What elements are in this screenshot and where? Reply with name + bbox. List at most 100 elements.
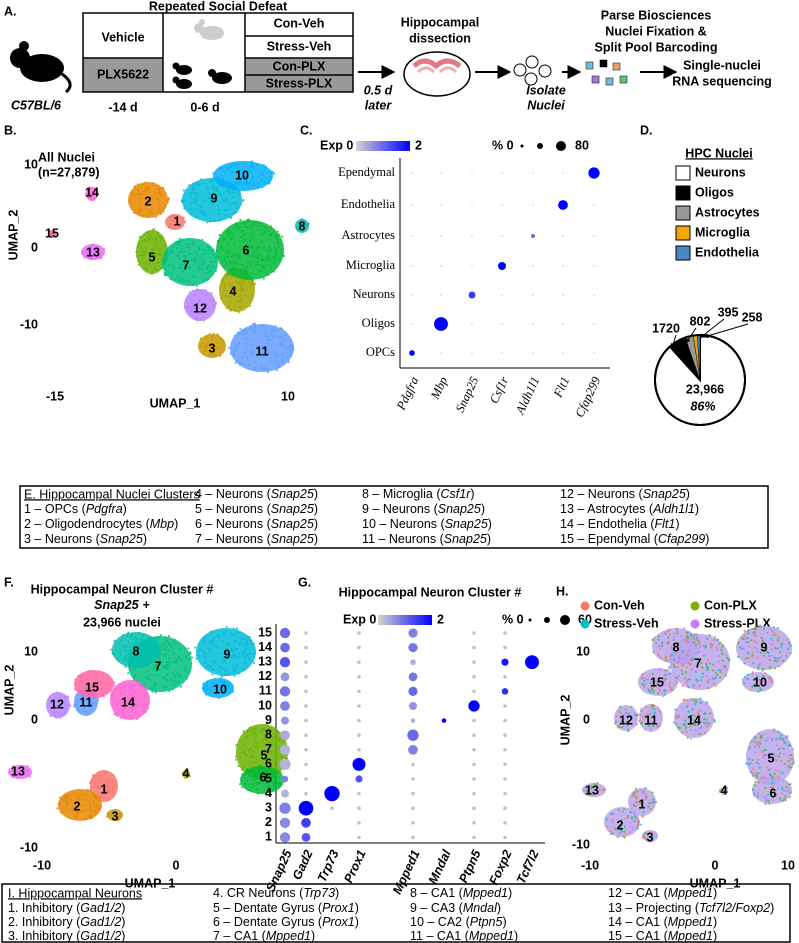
row-label: Microglia (346, 258, 396, 272)
cell-point (84, 792, 87, 796)
cell-point (197, 246, 200, 249)
list-item-part: 12 – CA1 ( (608, 886, 669, 900)
cell-point (270, 170, 273, 173)
cell-point (67, 696, 70, 699)
cell-point (255, 787, 258, 791)
cell-point (690, 668, 693, 671)
expression-dot (472, 689, 476, 694)
cell-point (276, 782, 280, 785)
cell-point (201, 649, 204, 653)
cell-point (743, 681, 746, 685)
empty-dot (411, 294, 413, 296)
cell-point (618, 826, 621, 830)
cell-point (686, 684, 689, 687)
cell-point (183, 250, 186, 253)
legend-label: % 0 (492, 138, 514, 152)
cell-point (127, 631, 130, 634)
cell-point (269, 225, 273, 228)
cell-point (698, 651, 701, 654)
cell-point (235, 639, 238, 642)
cell-point (243, 656, 246, 659)
cell-point (629, 719, 632, 722)
list-item-part: Mpped1 (668, 915, 713, 929)
cell-point (85, 189, 88, 192)
cell-point (59, 694, 62, 697)
cell-point (652, 705, 656, 708)
expression-dot (407, 729, 419, 741)
cell-point (702, 644, 705, 648)
cell-point (177, 680, 181, 683)
cluster-label: 15 (85, 680, 99, 694)
cell-point (159, 247, 162, 250)
x-tick-label: -10 (33, 858, 51, 872)
empty-dot (471, 323, 473, 325)
cell-point (639, 801, 642, 805)
cell-point (718, 789, 722, 792)
cell-point (178, 243, 181, 246)
cell-point (170, 646, 173, 649)
cell-point (762, 654, 766, 657)
cell-point (164, 274, 168, 277)
cell-point (751, 628, 754, 631)
cell-point (701, 675, 704, 679)
cell-point (132, 664, 135, 667)
cell-point (217, 240, 220, 243)
cell-point (242, 288, 245, 292)
cell-point (651, 801, 655, 804)
cell-point (114, 688, 117, 691)
cell-point (759, 736, 762, 739)
cell-point (239, 278, 242, 281)
cell-point (781, 799, 785, 802)
cell-point (240, 287, 243, 290)
cell-point (706, 718, 709, 721)
cell-point (198, 299, 201, 302)
cell-point (272, 336, 275, 339)
cell-point (228, 300, 232, 304)
cell-point (641, 715, 645, 718)
cell-point (148, 262, 151, 265)
cell-point (207, 264, 210, 267)
cell-point (289, 339, 292, 342)
cell-point (631, 794, 635, 797)
cell-point (780, 646, 783, 649)
cell-point (264, 367, 267, 370)
cell-point (695, 633, 699, 636)
empty-dot (411, 323, 413, 325)
cell-point (168, 215, 172, 219)
cell-point (243, 342, 246, 345)
cell-point (768, 658, 771, 662)
cell-point (274, 249, 277, 252)
cell-point (262, 771, 265, 775)
cell-point (210, 292, 213, 295)
cell-point (640, 792, 644, 795)
cell-point (255, 248, 259, 251)
expression-dot (503, 718, 507, 723)
expression-dot (472, 777, 476, 781)
cell-point (745, 762, 748, 765)
list-item-part: 7 – Neurons ( (195, 532, 272, 546)
cell-point (90, 779, 93, 782)
cell-point (167, 197, 170, 200)
cell-point (180, 685, 183, 688)
cell-point (753, 678, 756, 681)
label: Con-PLX (273, 59, 326, 73)
cell-point (81, 677, 84, 680)
cell-point (788, 766, 792, 769)
cell-point (747, 657, 750, 660)
list-item: 8 – Microglia (Csf1r) (362, 487, 475, 501)
cell-point (113, 791, 116, 794)
cell-point (160, 646, 163, 649)
expression-dot (472, 762, 476, 767)
cell-point (181, 772, 184, 775)
cell-point (142, 659, 145, 663)
cell-point (105, 784, 108, 787)
list-item-part: Prox1 (322, 915, 355, 929)
cell-point (185, 263, 188, 267)
cell-point (237, 344, 240, 347)
empty-dot (501, 235, 503, 237)
cell-point (174, 214, 177, 217)
cell-point (772, 631, 775, 634)
color-scale (356, 141, 410, 151)
cell-point (137, 241, 140, 244)
cell-point (634, 795, 637, 798)
